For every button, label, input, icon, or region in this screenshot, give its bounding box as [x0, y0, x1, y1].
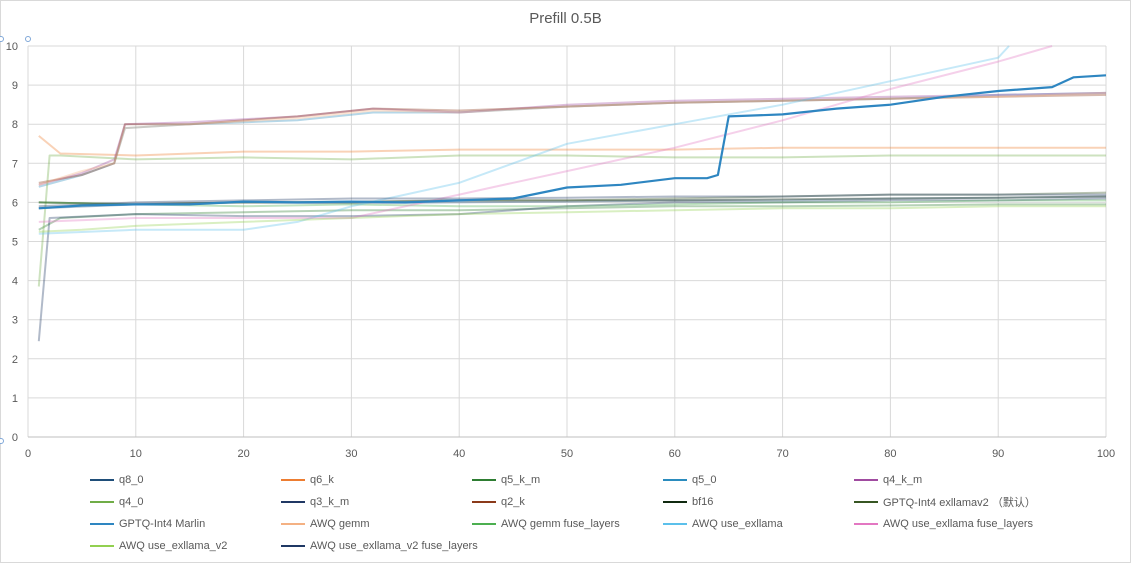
y-tick-label: 2: [12, 354, 18, 366]
y-tick-label: 9: [12, 80, 18, 92]
legend-label: q4_k_m: [883, 474, 923, 486]
legend-label: q3_k_m: [310, 496, 350, 508]
x-tick-label: 80: [884, 448, 896, 460]
legend-item[interactable]: AWQ use_exllama: [663, 514, 783, 534]
series-layer: [37, 45, 1107, 342]
legend-swatch: [281, 479, 305, 481]
legend-swatch: [281, 501, 305, 503]
series-line-awq-use-exllama-v2-fuse-layers[interactable]: [38, 193, 1106, 208]
series-line-awq-gemm[interactable]: [38, 91, 1107, 186]
x-tick-label: 30: [345, 448, 357, 460]
series-line-q5-k-m[interactable]: [38, 203, 1106, 231]
series-line-awq-use-exllama-v2[interactable]: [38, 205, 1106, 233]
y-tick-label: 8: [12, 119, 18, 131]
x-tick-label: 20: [237, 448, 249, 460]
series-line-awq-use-exllama-fuse-layers[interactable]: [38, 45, 1053, 223]
legend-item[interactable]: GPTQ-Int4 exllamav2 （默认）: [854, 492, 1036, 512]
legend-swatch: [472, 523, 496, 525]
legend-item[interactable]: q6_k: [281, 470, 334, 490]
legend-swatch: [281, 545, 305, 547]
legend-label: AWQ use_exllama fuse_layers: [883, 518, 1033, 530]
y-tick-label: 7: [12, 158, 18, 170]
series-line-awq-use-exllama[interactable]: [38, 45, 1010, 235]
legend-swatch: [663, 523, 687, 525]
legend-item[interactable]: AWQ gemm: [281, 514, 370, 534]
x-tick-label: 90: [992, 448, 1004, 460]
chart-title: Prefill 0.5B: [529, 10, 602, 27]
legend-item[interactable]: GPTQ-Int4 Marlin: [90, 514, 205, 534]
legend-swatch: [281, 523, 305, 525]
series-line-q3-k-m[interactable]: [37, 197, 1107, 342]
legend-item[interactable]: AWQ use_exllama_v2 fuse_layers: [281, 536, 478, 556]
legend-swatch: [90, 545, 114, 547]
y-tick-label: 10: [6, 41, 18, 53]
y-tick-label: 0: [12, 432, 18, 444]
legend-item[interactable]: AWQ use_exllama fuse_layers: [854, 514, 1033, 534]
legend-item[interactable]: AWQ use_exllama_v2: [90, 536, 227, 556]
legend-item[interactable]: q4_0: [90, 492, 143, 512]
x-tick-label: 0: [25, 448, 31, 460]
legend-item[interactable]: bf16: [663, 492, 713, 512]
legend-label: AWQ gemm: [310, 518, 370, 530]
x-tick-label: 100: [1097, 448, 1115, 460]
legend-label: q8_0: [119, 474, 144, 486]
series-line-gptq-int4-marlin[interactable]: [38, 74, 1107, 210]
y-tick-label: 3: [12, 315, 18, 327]
y-tick-label: 6: [12, 197, 18, 209]
legend-swatch: [472, 501, 496, 503]
legend-label: q5_0: [692, 474, 717, 486]
resize-handle[interactable]: [25, 36, 31, 42]
x-tick-label: 60: [669, 448, 681, 460]
legend-label: AWQ use_exllama_v2 fuse_layers: [310, 540, 478, 552]
legend-swatch: [90, 501, 114, 503]
legend-swatch: [854, 501, 878, 503]
series-line-q4-k-m[interactable]: [38, 91, 1107, 186]
series-line-q6-k[interactable]: [38, 135, 1106, 157]
legend-swatch: [854, 479, 878, 481]
legend-label: q4_0: [119, 496, 144, 508]
legend-label: GPTQ-Int4 Marlin: [119, 518, 206, 530]
legend-swatch: [663, 479, 687, 481]
series-line-awq-gemm-fuse-layers[interactable]: [38, 199, 1106, 208]
legend-swatch: [663, 501, 687, 503]
legend-label: AWQ use_exllama: [692, 518, 783, 530]
y-tick-label: 1: [12, 393, 18, 405]
legend-label: AWQ use_exllama_v2: [119, 540, 228, 552]
legend-label: q6_k: [310, 474, 334, 486]
legend-swatch: [854, 523, 878, 525]
legend-item[interactable]: q4_k_m: [854, 470, 922, 490]
legend-label: bf16: [692, 496, 714, 508]
legend-swatch: [472, 479, 496, 481]
legend-item[interactable]: q2_k: [472, 492, 525, 512]
legend-label: q5_k_m: [501, 474, 541, 486]
legend-label: q2_k: [501, 496, 525, 508]
x-tick-label: 70: [776, 448, 788, 460]
legend-label: GPTQ-Int4 exllamav2 （默认）: [883, 497, 1036, 509]
resize-handle[interactable]: [0, 438, 4, 444]
x-tick-label: 10: [130, 448, 142, 460]
legend-label: AWQ gemm fuse_layers: [501, 518, 620, 530]
series-line-q5-0[interactable]: [38, 91, 1107, 188]
y-tick-label: 4: [12, 276, 18, 288]
legend-item[interactable]: q5_k_m: [472, 470, 540, 490]
series-line-q4-0[interactable]: [37, 154, 1106, 287]
series-line-q2-k[interactable]: [38, 93, 1107, 184]
legend-item[interactable]: AWQ gemm fuse_layers: [472, 514, 620, 534]
legend-item[interactable]: q5_0: [663, 470, 716, 490]
legend-item[interactable]: q3_k_m: [281, 492, 349, 512]
x-tick-label: 40: [453, 448, 465, 460]
legend-item[interactable]: q8_0: [90, 470, 143, 490]
y-tick-label: 5: [12, 237, 18, 249]
x-tick-label: 50: [561, 448, 573, 460]
legend-swatch: [90, 523, 114, 525]
legend-swatch: [90, 479, 114, 481]
resize-handle[interactable]: [0, 36, 4, 42]
